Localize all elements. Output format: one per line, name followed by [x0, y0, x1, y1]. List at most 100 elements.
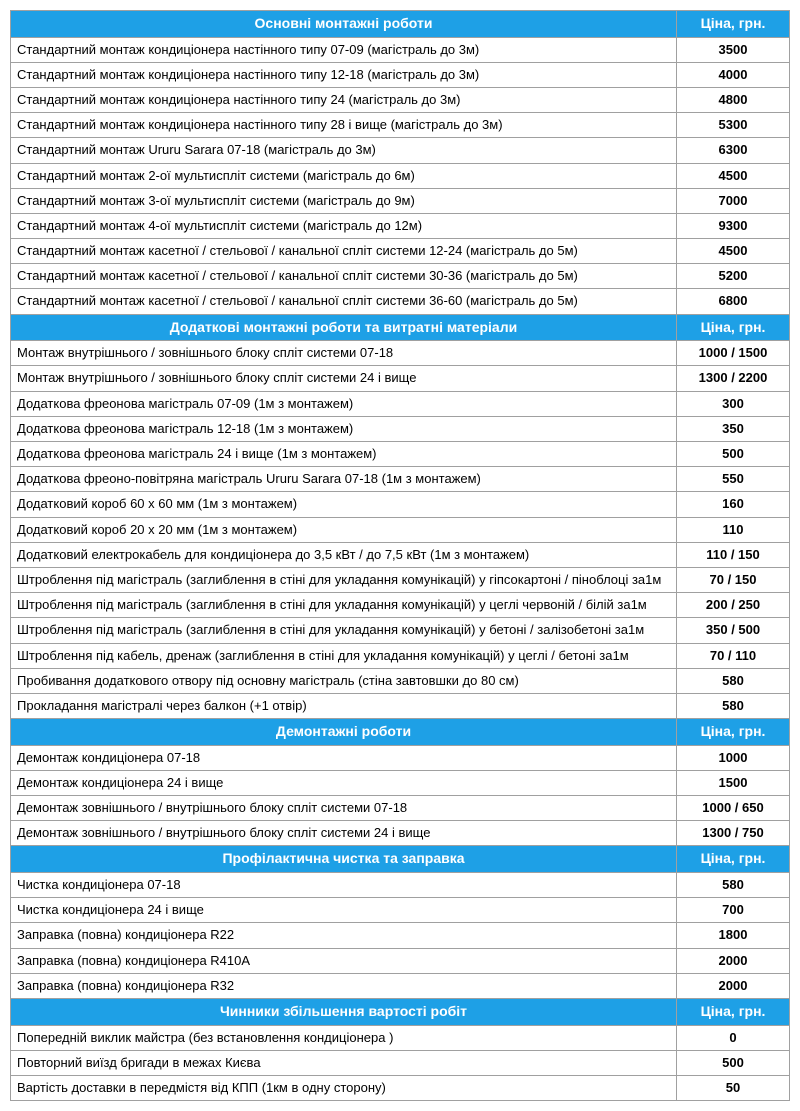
row-price: 300	[677, 391, 790, 416]
table-row: Монтаж внутрішнього / зовнішнього блоку …	[11, 341, 790, 366]
row-description: Стандартний монтаж кондиціонера настінно…	[11, 87, 677, 112]
table-row: Попередній виклик майстра (без встановле…	[11, 1025, 790, 1050]
row-price: 4000	[677, 62, 790, 87]
row-description: Повторний виїзд бригади в межах Києва	[11, 1050, 677, 1075]
row-description: Вартість доставки в передмістя від КПП (…	[11, 1075, 677, 1100]
table-row: Чистка кондиціонера 07-18580	[11, 873, 790, 898]
row-description: Додатковий короб 60 х 60 мм (1м з монтаж…	[11, 492, 677, 517]
price-header: Ціна, грн.	[677, 719, 790, 746]
row-description: Демонтаж зовнішнього / внутрішнього блок…	[11, 796, 677, 821]
table-row: Заправка (повна) кондиціонера R410A2000	[11, 948, 790, 973]
section-header-row: Додаткові монтажні роботи та витратні ма…	[11, 314, 790, 341]
price-header: Ціна, грн.	[677, 846, 790, 873]
row-price: 160	[677, 492, 790, 517]
table-row: Стандартний монтаж 3-ої мультиспліт сист…	[11, 188, 790, 213]
section-header-row: Профілактична чистка та заправкаЦіна, гр…	[11, 846, 790, 873]
table-row: Прокладання магістралі через балкон (+1 …	[11, 693, 790, 718]
row-price: 1000 / 1500	[677, 341, 790, 366]
table-row: Демонтаж зовнішнього / внутрішнього блок…	[11, 796, 790, 821]
row-description: Демонтаж кондиціонера 24 і вище	[11, 770, 677, 795]
row-price: 350 / 500	[677, 618, 790, 643]
table-row: Додаткова фреонова магістраль 07-09 (1м …	[11, 391, 790, 416]
table-row: Штроблення під магістраль (заглиблення в…	[11, 593, 790, 618]
row-description: Стандартний монтаж касетної / стельової …	[11, 239, 677, 264]
table-row: Стандартний монтаж кондиціонера настінно…	[11, 62, 790, 87]
row-price: 6800	[677, 289, 790, 314]
table-row: Заправка (повна) кондиціонера R322000	[11, 973, 790, 998]
table-row: Стандартний монтаж Ururu Sarara 07-18 (м…	[11, 138, 790, 163]
row-description: Пробивання додаткового отвору під основн…	[11, 668, 677, 693]
table-row: Заправка (повна) кондиціонера R221800	[11, 923, 790, 948]
row-description: Монтаж внутрішнього / зовнішнього блоку …	[11, 341, 677, 366]
table-row: Стандартний монтаж 2-ої мультиспліт сист…	[11, 163, 790, 188]
row-price: 0	[677, 1025, 790, 1050]
table-row: Повторний виїзд бригади в межах Києва500	[11, 1050, 790, 1075]
row-description: Додатковий електрокабель для кондиціонер…	[11, 542, 677, 567]
table-row: Додаткова фреонова магістраль 24 і вище …	[11, 442, 790, 467]
row-description: Штроблення під кабель, дренаж (заглиблен…	[11, 643, 677, 668]
row-description: Чистка кондиціонера 24 і вище	[11, 898, 677, 923]
row-description: Штроблення під магістраль (заглиблення в…	[11, 567, 677, 592]
section-header-row: Чинники збільшення вартості робітЦіна, г…	[11, 998, 790, 1025]
row-description: Штроблення під магістраль (заглиблення в…	[11, 618, 677, 643]
row-description: Демонтаж кондиціонера 07-18	[11, 745, 677, 770]
table-row: Монтаж внутрішнього / зовнішнього блоку …	[11, 366, 790, 391]
row-price: 4800	[677, 87, 790, 112]
row-description: Додатковий короб 20 х 20 мм (1м з монтаж…	[11, 517, 677, 542]
row-price: 1000	[677, 745, 790, 770]
table-row: Стандартний монтаж касетної / стельової …	[11, 264, 790, 289]
row-price: 700	[677, 898, 790, 923]
table-row: Вартість доставки в передмістя від КПП (…	[11, 1075, 790, 1100]
row-price: 4500	[677, 239, 790, 264]
row-price: 5200	[677, 264, 790, 289]
row-price: 2000	[677, 948, 790, 973]
section-header-row: Демонтажні роботиЦіна, грн.	[11, 719, 790, 746]
price-table: Основні монтажні роботиЦіна, грн. Стандар…	[10, 10, 790, 1101]
row-price: 3500	[677, 37, 790, 62]
row-price: 200 / 250	[677, 593, 790, 618]
table-row: Додаткова фреонова магістраль 12-18 (1м …	[11, 416, 790, 441]
row-description: Стандартний монтаж Ururu Sarara 07-18 (м…	[11, 138, 677, 163]
row-price: 580	[677, 693, 790, 718]
row-price: 1800	[677, 923, 790, 948]
table-row: Пробивання додаткового отвору під основн…	[11, 668, 790, 693]
row-description: Заправка (повна) кондиціонера R410A	[11, 948, 677, 973]
row-price: 350	[677, 416, 790, 441]
table-row: Додатковий короб 20 х 20 мм (1м з монтаж…	[11, 517, 790, 542]
row-description: Заправка (повна) кондиціонера R32	[11, 973, 677, 998]
row-price: 550	[677, 467, 790, 492]
row-description: Попередній виклик майстра (без встановле…	[11, 1025, 677, 1050]
row-price: 580	[677, 668, 790, 693]
row-price: 2000	[677, 973, 790, 998]
section-title: Профілактична чистка та заправка	[11, 846, 677, 873]
row-description: Демонтаж зовнішнього / внутрішнього блок…	[11, 821, 677, 846]
section-title: Демонтажні роботи	[11, 719, 677, 746]
table-row: Демонтаж кондиціонера 24 і вище1500	[11, 770, 790, 795]
row-price: 580	[677, 873, 790, 898]
row-price: 50	[677, 1075, 790, 1100]
row-description: Стандартний монтаж кондиціонера настінно…	[11, 62, 677, 87]
row-price: 1500	[677, 770, 790, 795]
row-description: Монтаж внутрішнього / зовнішнього блоку …	[11, 366, 677, 391]
price-header: Ціна, грн.	[677, 11, 790, 38]
row-description: Додаткова фреонова магістраль 24 і вище …	[11, 442, 677, 467]
row-description: Стандартний монтаж касетної / стельової …	[11, 264, 677, 289]
table-row: Демонтаж зовнішнього / внутрішнього блок…	[11, 821, 790, 846]
row-price: 110 / 150	[677, 542, 790, 567]
row-description: Чистка кондиціонера 07-18	[11, 873, 677, 898]
row-price: 70 / 110	[677, 643, 790, 668]
table-row: Додатковий короб 60 х 60 мм (1м з монтаж…	[11, 492, 790, 517]
row-description: Стандартний монтаж 3-ої мультиспліт сист…	[11, 188, 677, 213]
row-price: 4500	[677, 163, 790, 188]
table-row: Штроблення під магістраль (заглиблення в…	[11, 618, 790, 643]
section-header-row: Основні монтажні роботиЦіна, грн.	[11, 11, 790, 38]
table-row: Стандартний монтаж 4-ої мультиспліт сист…	[11, 213, 790, 238]
row-description: Стандартний монтаж касетної / стельової …	[11, 289, 677, 314]
table-row: Стандартний монтаж кондиціонера настінно…	[11, 87, 790, 112]
row-price: 1300 / 2200	[677, 366, 790, 391]
price-table-body: Основні монтажні роботиЦіна, грн. Стандар…	[11, 11, 790, 1101]
row-description: Штроблення під магістраль (заглиблення в…	[11, 593, 677, 618]
row-price: 70 / 150	[677, 567, 790, 592]
table-row: Стандартний монтаж касетної / стельової …	[11, 239, 790, 264]
table-row: Штроблення під кабель, дренаж (заглиблен…	[11, 643, 790, 668]
